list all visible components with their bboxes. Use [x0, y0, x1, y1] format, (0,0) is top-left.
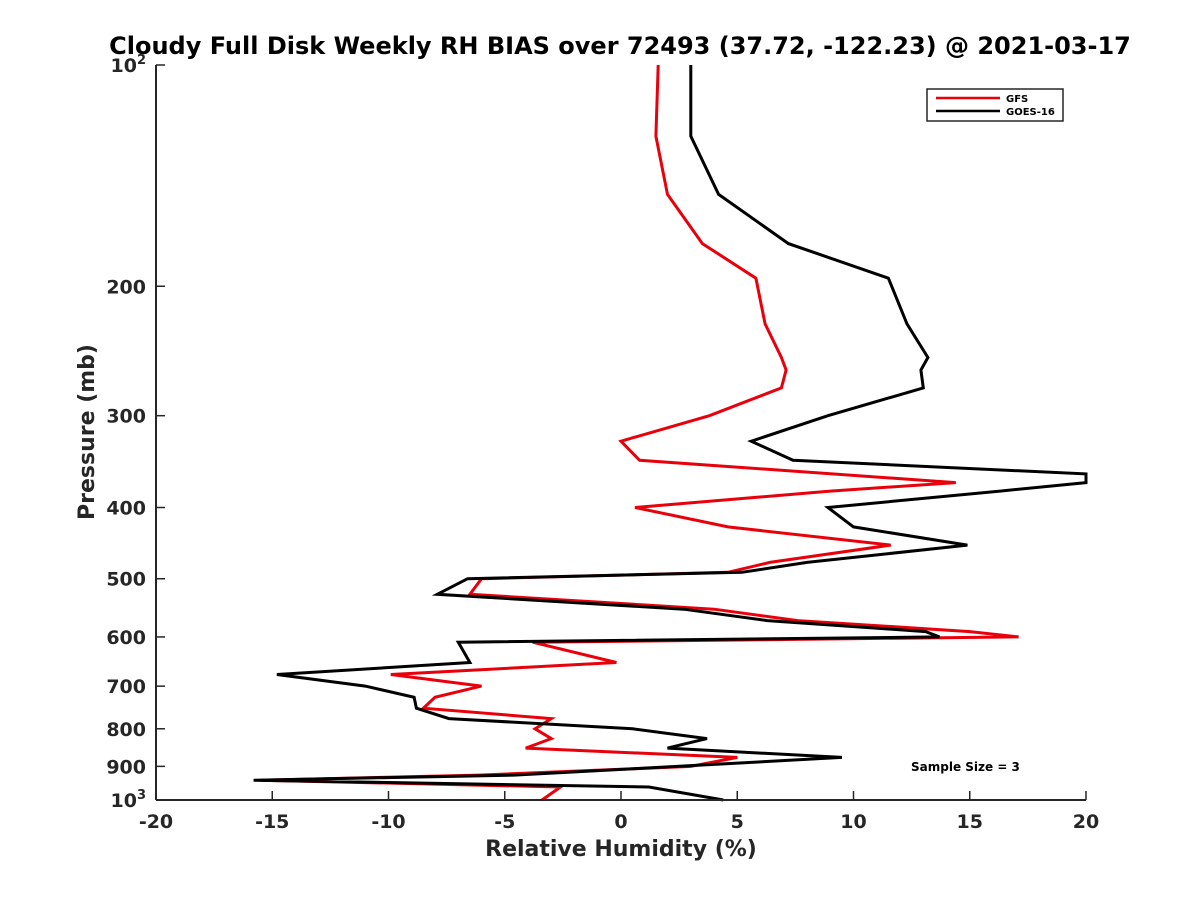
- y-axis-label: Pressure (mb): [75, 344, 100, 520]
- series-line-gfs: [260, 64, 1019, 802]
- x-tick-label: -5: [494, 811, 515, 833]
- x-axis-label: Relative Humidity (%): [485, 837, 757, 862]
- series-lines: [253, 64, 1088, 802]
- y-tick-label: 400: [106, 498, 146, 520]
- y-tick-label: 800: [106, 719, 146, 741]
- x-tick-label: -20: [139, 811, 173, 833]
- y-tick-label: 200: [106, 276, 146, 298]
- legend-label-goes16: GOES-16: [1006, 107, 1055, 118]
- x-tick-label: 5: [731, 811, 744, 833]
- y-tick-label: 300: [106, 406, 146, 428]
- x-tick-label: 10: [840, 811, 866, 833]
- x-tick-label: -10: [371, 811, 405, 833]
- x-tick-label: -15: [255, 811, 289, 833]
- y-tick-label: 500: [106, 569, 146, 591]
- x-tick-label: 15: [957, 811, 983, 833]
- y-tick-label: 900: [106, 756, 146, 778]
- legend-label-gfs: GFS: [1006, 94, 1028, 105]
- y-tick-label: 102: [111, 53, 147, 77]
- chart-title: Cloudy Full Disk Weekly RH BIAS over 724…: [109, 32, 1131, 60]
- x-tick-label: 0: [614, 811, 627, 833]
- y-tick-label: 600: [106, 627, 146, 649]
- legend-box: [926, 88, 1064, 122]
- x-tick-label: 20: [1073, 811, 1099, 833]
- sample-size-annotation: Sample Size = 3: [911, 760, 1020, 774]
- x-axis-ticks: -20 -15 -10 -5 0 5 10 15 20: [139, 791, 1099, 833]
- y-tick-label: 700: [106, 676, 146, 698]
- series-line-goes16: [253, 65, 1088, 802]
- y-axis-ticks: 102 200 300 400 500 600 700 800 900 103: [106, 53, 165, 812]
- legend: GFS GOES-16: [926, 88, 1064, 122]
- y-tick-label: 103: [111, 788, 147, 812]
